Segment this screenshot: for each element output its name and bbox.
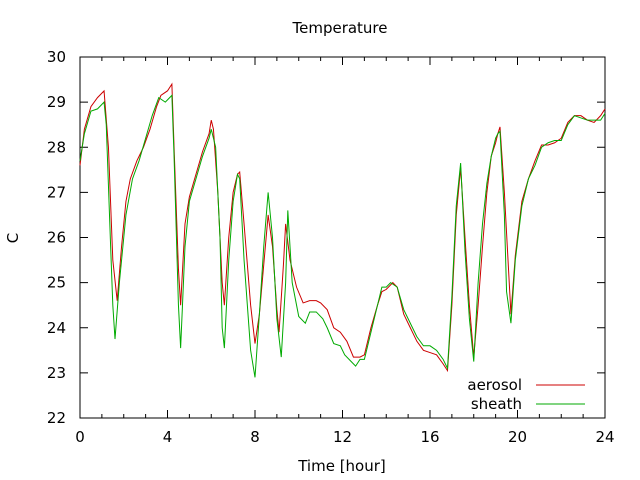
- y-tick-label: 29: [47, 93, 66, 111]
- plot-area: 22 23 24 25 26 27 28 29 30 0 4 8 12 16 20 24: [47, 48, 615, 446]
- chart-title: Temperature: [291, 19, 387, 37]
- x-tick-label: 0: [75, 428, 85, 446]
- series-line-aerosol: [79, 82, 606, 373]
- y-tick-label: 24: [47, 319, 66, 337]
- x-tick-label: 8: [250, 428, 260, 446]
- y-tick-label: 25: [47, 274, 66, 292]
- legend-label-sheath: sheath: [471, 395, 522, 413]
- y-tick-label: 28: [47, 138, 66, 156]
- x-tick-label: 20: [508, 428, 527, 446]
- x-tick-label: 24: [595, 428, 614, 446]
- x-tick-label: 4: [163, 428, 173, 446]
- x-tick-label: 16: [420, 428, 439, 446]
- x-tick-label: 12: [333, 428, 352, 446]
- legend-label-aerosol: aerosol: [467, 376, 522, 394]
- series-line-sheath: [79, 94, 606, 378]
- y-tick-label: 27: [47, 183, 66, 201]
- y-tick-label: 30: [47, 48, 66, 66]
- y-tick-label: 23: [47, 364, 66, 382]
- x-axis-label: Time [hour]: [297, 457, 386, 475]
- plot-frame: [79, 56, 606, 419]
- y-axis-label: C: [4, 233, 22, 243]
- y-tick-label: 22: [47, 409, 66, 427]
- y-tick-label: 26: [47, 229, 66, 247]
